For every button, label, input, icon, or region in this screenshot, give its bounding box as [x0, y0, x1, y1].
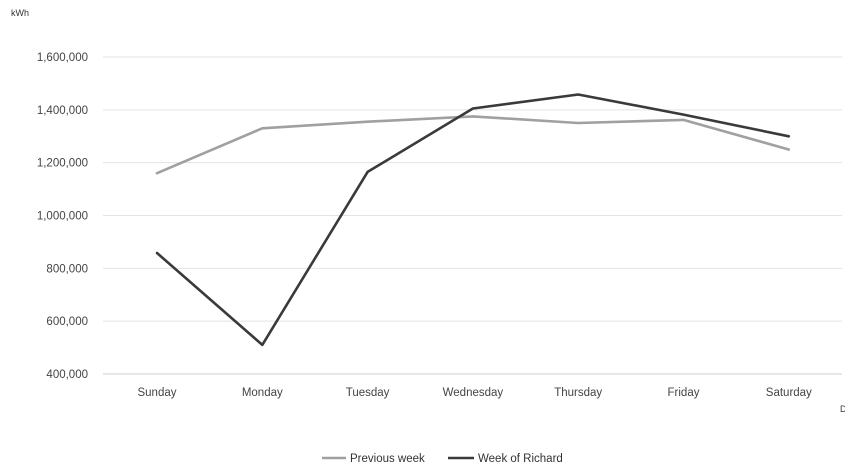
y-tick-label: 1,600,000 — [37, 52, 88, 64]
series-lines — [155, 93, 791, 347]
y-axis-unit-label: kWh — [11, 8, 29, 18]
gridlines — [103, 56, 842, 375]
x-tick-label: Saturday — [766, 387, 812, 399]
x-tick-label: Monday — [242, 387, 283, 399]
x-tick-label: Wednesday — [443, 387, 504, 399]
y-axis-ticks: 400,000 600,000 800,000 1,000,000 1,200,000 1… — [37, 52, 88, 381]
legend-label: Week of Richard — [478, 453, 563, 465]
y-tick-label: 1,000,000 — [37, 211, 88, 223]
legend-label: Previous week — [350, 453, 425, 465]
corner-mark: D — [840, 404, 845, 414]
x-axis-ticks: Sunday Monday Tuesday Wednesday Thursday Frid… — [137, 387, 812, 399]
x-tick-label: Thursday — [554, 387, 602, 399]
x-tick-label: Tuesday — [346, 387, 390, 399]
legend: Previous week Week of Richard — [322, 453, 563, 465]
x-tick-label: Sunday — [137, 387, 176, 399]
x-tick-label: Friday — [668, 387, 700, 399]
y-tick-label: 800,000 — [46, 263, 88, 275]
series-line-0 — [155, 115, 791, 175]
series-line-1 — [155, 93, 791, 347]
y-tick-label: 600,000 — [46, 316, 88, 328]
y-tick-label: 400,000 — [46, 369, 88, 381]
y-tick-label: 1,400,000 — [37, 105, 88, 117]
y-tick-label: 1,200,000 — [37, 158, 88, 170]
